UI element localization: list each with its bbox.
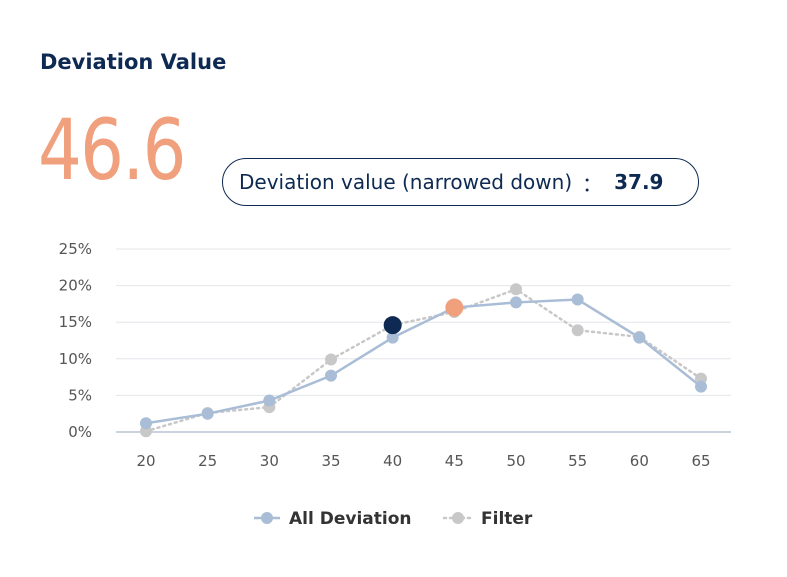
legend-filter-label: Filter: [481, 509, 533, 529]
filter-data-point: [510, 283, 522, 296]
y-tick-label: 0%: [68, 423, 92, 441]
filter-series-line: [144, 287, 703, 433]
all-deviation-data-point: [386, 331, 399, 344]
separator: ：: [582, 171, 603, 196]
x-tick-label: 40: [383, 452, 402, 470]
y-tick-label: 5%: [68, 386, 92, 404]
highlight-point: [445, 298, 464, 317]
all-deviation-data-point: [325, 369, 337, 382]
y-tick-label: 20%: [59, 277, 92, 295]
all-deviation-series-line: [145, 298, 702, 425]
all-deviation-data-point: [140, 417, 152, 430]
narrowed-deviation-label: Deviation value (narrowed down): [239, 170, 573, 194]
x-tick-label: 25: [198, 452, 217, 470]
all-deviation-data-point: [633, 331, 646, 344]
legend-filter-marker: [452, 512, 464, 524]
x-tick-label: 30: [260, 452, 279, 470]
all-deviation-data-point: [571, 293, 584, 306]
x-tick-label: 50: [506, 452, 525, 470]
chart-title: Deviation Value: [40, 50, 227, 74]
x-tick-label: 45: [445, 452, 464, 470]
y-tick-label: 15%: [59, 313, 92, 331]
x-tick-label: 65: [691, 452, 710, 470]
legend-all-deviation-label: All Deviation: [289, 509, 412, 529]
x-tick-label: 55: [568, 452, 587, 470]
filter-data-point: [325, 353, 337, 366]
y-tick-label: 10%: [59, 350, 92, 368]
x-tick-label: 60: [630, 452, 649, 470]
all-deviation-data-point: [695, 380, 707, 393]
narrowed-deviation-value: 37.9: [614, 170, 664, 194]
filter-data-point: [571, 324, 584, 337]
all-deviation-data-point: [510, 296, 522, 309]
deviation-value: 46.6: [38, 101, 186, 199]
legend-all-deviation-marker: [261, 512, 273, 524]
x-tick-label: 20: [136, 452, 155, 470]
y-tick-label: 25%: [59, 240, 92, 258]
highlight-point: [383, 316, 402, 335]
all-deviation-data-point: [201, 407, 214, 420]
all-deviation-data-point: [263, 394, 276, 407]
narrowed-deviation-badge: Deviation value (narrowed down) ： 37.9: [222, 158, 699, 206]
x-tick-label: 35: [321, 452, 340, 470]
